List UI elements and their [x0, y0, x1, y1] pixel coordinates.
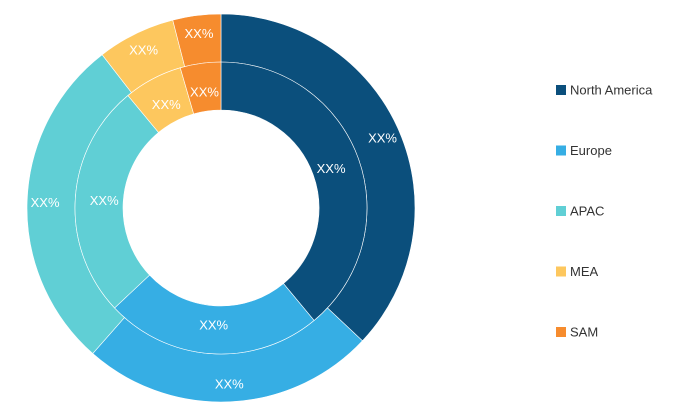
legend-label-sam: SAM: [570, 325, 598, 340]
legend-label-europe: Europe: [570, 143, 612, 158]
inner-ring-label-apac: XX%: [90, 193, 119, 208]
outer-ring-label-north-america: XX%: [368, 131, 397, 146]
chart-legend: North America Europe APAC MEA SAM: [556, 83, 653, 340]
legend-label-mea: MEA: [570, 264, 599, 279]
outer-ring-label-mea: XX%: [129, 42, 158, 57]
outer-ring-label-sam: XX%: [184, 26, 213, 41]
legend-swatch-north-america: [556, 85, 566, 95]
legend-swatch-mea: [556, 266, 566, 277]
legend-label-apac: APAC: [570, 204, 604, 219]
legend-swatch-europe: [556, 145, 566, 156]
legend-swatch-sam: [556, 327, 566, 337]
legend-label-north-america: North America: [570, 83, 653, 98]
inner-ring-label-north-america: XX%: [317, 161, 346, 176]
legend-swatch-apac: [556, 206, 566, 216]
inner-ring-slice-sam: [179, 61, 222, 115]
inner-ring-label-sam: XX%: [190, 85, 219, 100]
inner-ring-label-europe: XX%: [199, 317, 228, 332]
outer-ring-label-europe: XX%: [215, 376, 244, 391]
inner-ring-label-mea: XX%: [152, 97, 181, 112]
inner-ring-slice-north-america: [220, 61, 368, 321]
outer-ring-label-apac: XX%: [31, 195, 60, 210]
chart-slices: [26, 13, 416, 403]
chart-slice-labels: XX% XX% XX% XX% XX% XX% XX% XX% XX% XX%: [31, 26, 398, 391]
